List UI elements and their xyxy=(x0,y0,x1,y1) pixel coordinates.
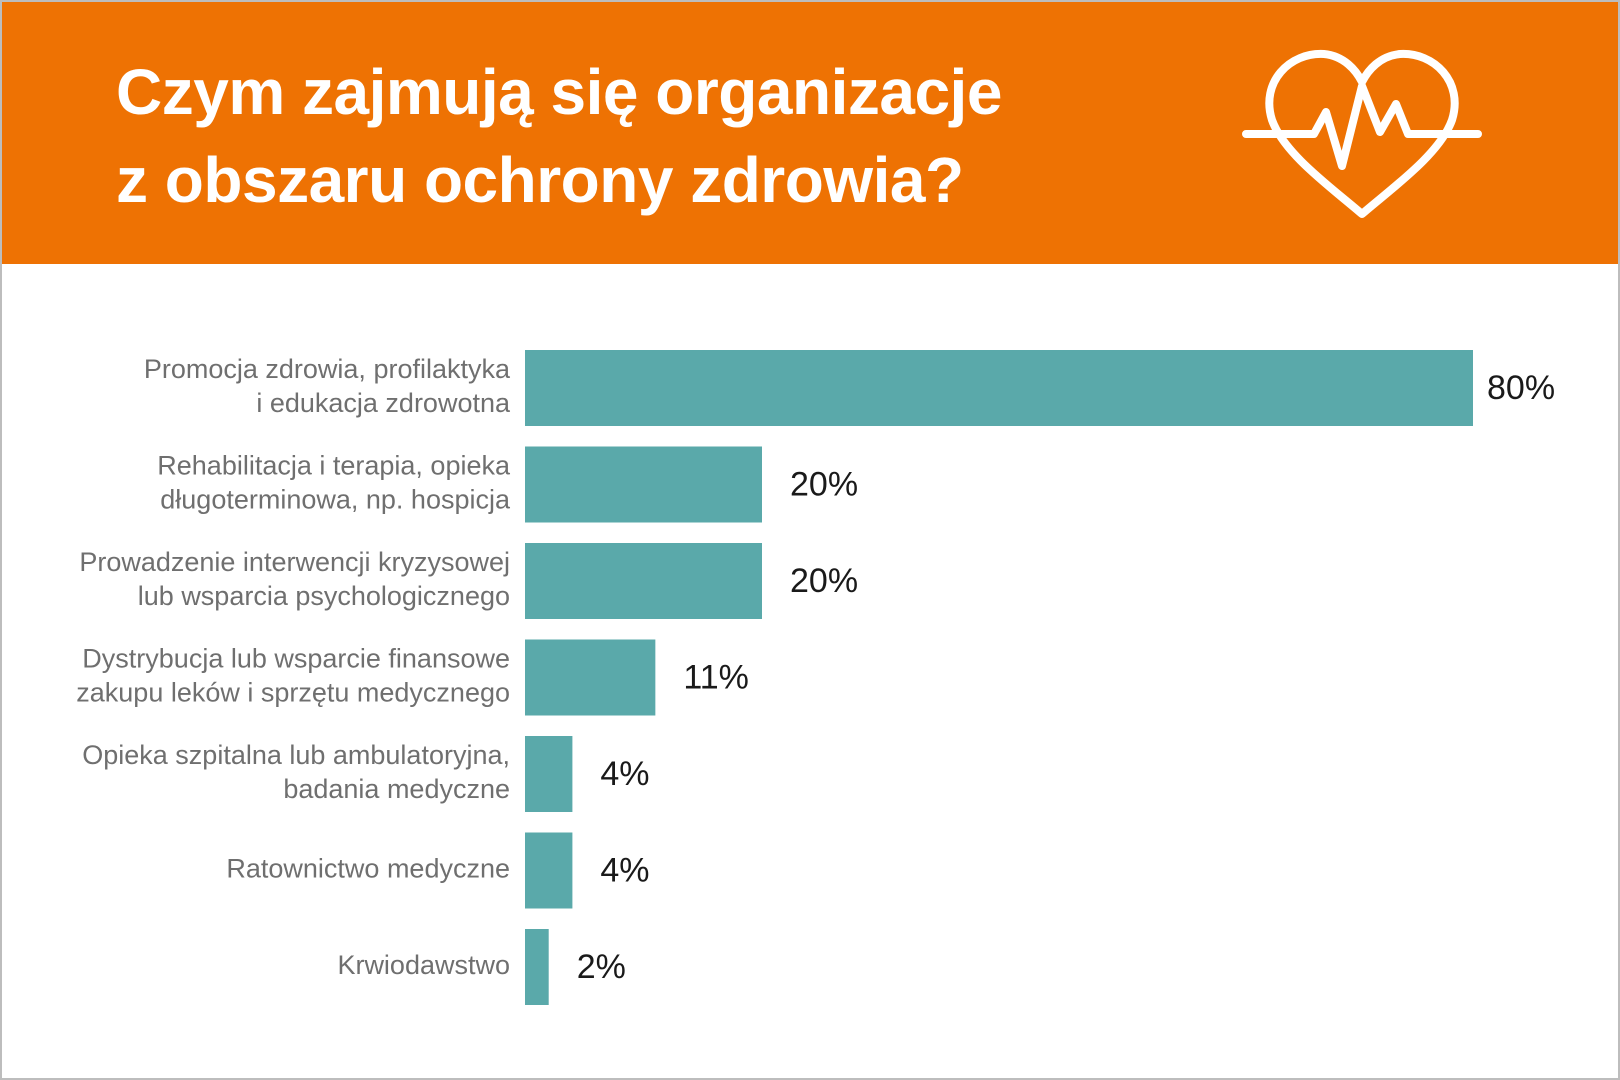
value-label-2: 20% xyxy=(790,465,858,503)
category-label-2: Rehabilitacja i terapia, opieka długoterm… xyxy=(157,451,511,515)
bar-2 xyxy=(525,446,762,523)
bars-layer: Promocja zdrowia, profilaktyka i edukacja… xyxy=(76,350,1555,1005)
category-label-1: Promocja zdrowia, profilaktyka i edukacja… xyxy=(144,354,511,418)
value-label-1: 80% xyxy=(1487,369,1555,407)
title-line-2: z obszaru ochrony zdrowia? xyxy=(116,144,964,216)
category-label-3: Prowadzenie interwencji kryzysowej lub ws… xyxy=(79,547,510,611)
value-label-7: 2% xyxy=(577,948,626,986)
bar-5 xyxy=(525,736,573,812)
bar-4 xyxy=(525,639,656,716)
title-line-1: Czym zajmują się organizacje xyxy=(116,56,1002,128)
bar-1 xyxy=(525,350,1473,426)
value-label-3: 20% xyxy=(790,562,858,600)
category-label-7: Krwiodawstwo xyxy=(337,950,510,980)
category-label-6: Ratownictwo medyczne xyxy=(226,854,510,884)
value-label-6: 4% xyxy=(600,851,649,889)
category-label-5: Opieka szpitalna lub ambulatoryjna, badan… xyxy=(82,740,510,804)
bar-chart: Promocja zdrowia, profilaktyka i edukacja… xyxy=(76,350,1555,1005)
bar-6 xyxy=(525,832,573,909)
header-banner: Czym zajmują się organizacje z obszaru o… xyxy=(2,2,1618,264)
value-label-5: 4% xyxy=(600,755,649,793)
value-label-4: 11% xyxy=(683,658,749,696)
category-label-4: Dystrybucja lub wsparcie finansowe zakupu… xyxy=(76,644,510,708)
bar-7 xyxy=(525,929,549,1005)
bar-3 xyxy=(525,543,762,619)
page-title: Czym zajmują się organizacje z obszaru o… xyxy=(116,48,1002,224)
heart-pulse-icon xyxy=(1242,49,1482,218)
